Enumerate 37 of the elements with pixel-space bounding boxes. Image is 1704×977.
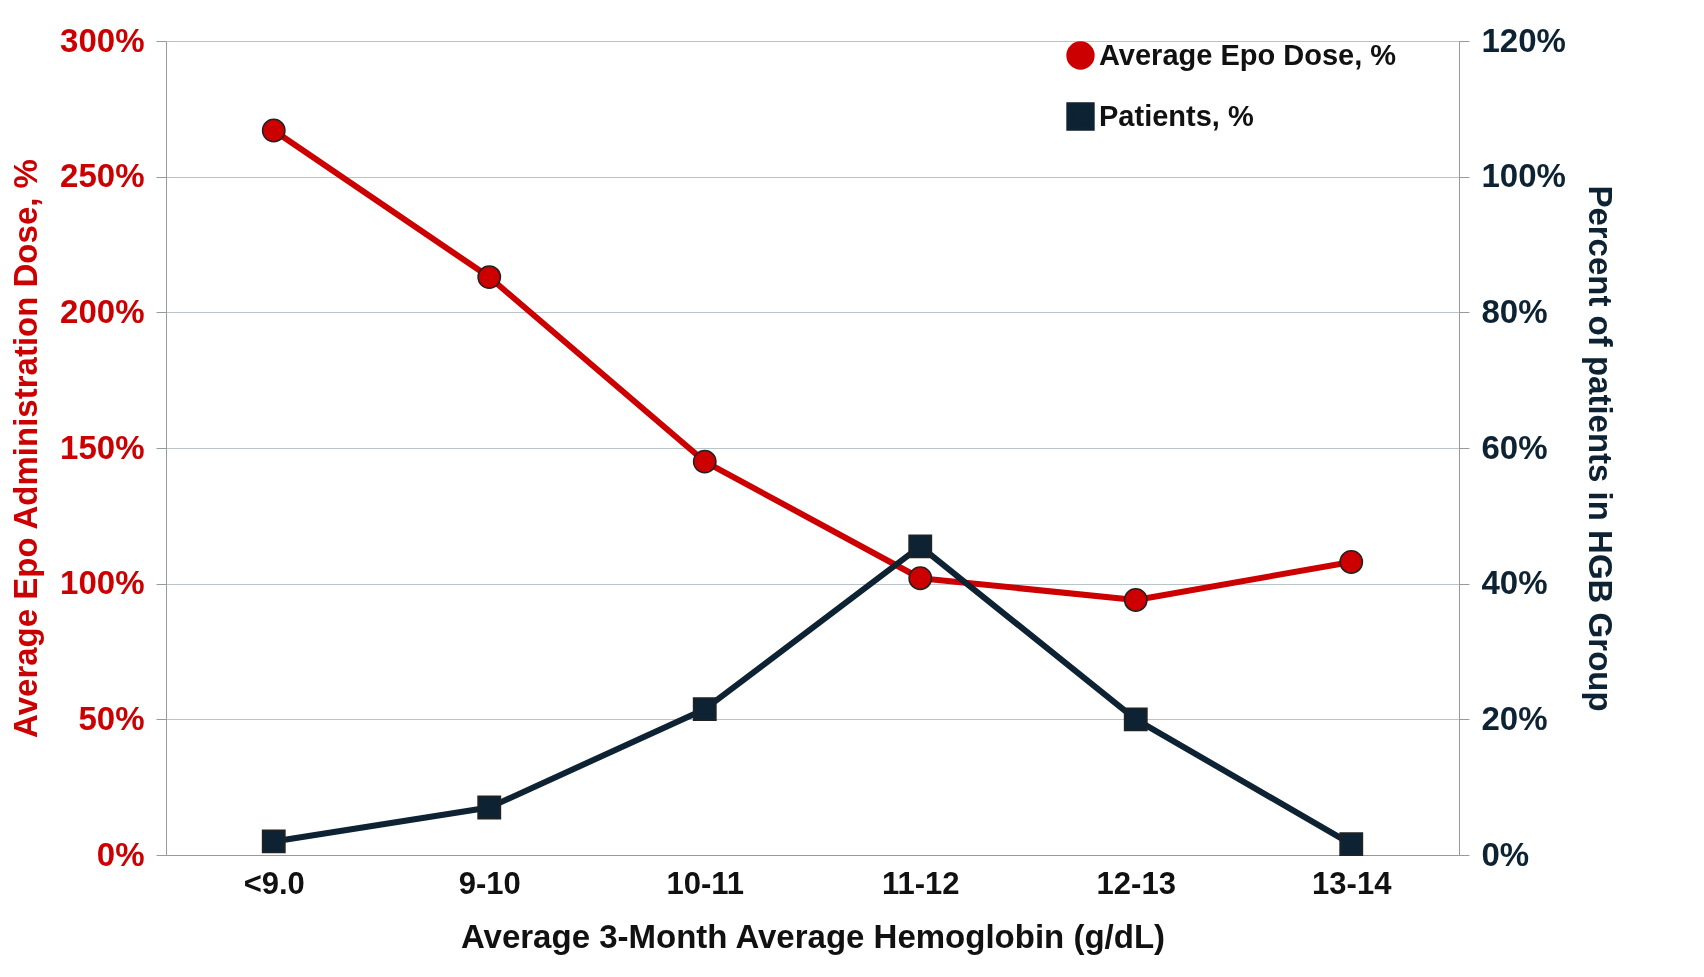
point (1123, 707, 1148, 732)
point (692, 449, 717, 474)
x-tick-label: 12-13 (1096, 865, 1176, 901)
legend-label: Average Epo Dose, % (1099, 38, 1397, 71)
point (477, 265, 502, 289)
x-tick-label: 13-14 (1312, 865, 1393, 901)
x-tick-label: 9-10 (458, 865, 521, 901)
point (1339, 550, 1364, 574)
x-tick-label: 10-11 (666, 865, 745, 901)
x-tick-label: <9.0 (243, 865, 305, 901)
point (477, 795, 502, 820)
y-tick-label: 100% (60, 564, 145, 602)
point (1123, 588, 1148, 612)
y2-tick-label: 60% (1481, 428, 1548, 466)
y2-tick-label: 40% (1481, 564, 1548, 602)
y2-axis-title: Percent of patients in HGB Group (1581, 185, 1619, 712)
point (908, 566, 933, 591)
y-tick-label: 150% (60, 428, 145, 466)
point (1339, 832, 1364, 857)
y2-tick-label: 0% (1481, 835, 1530, 873)
point (908, 534, 933, 559)
x-tick-label: 11-12 (881, 865, 960, 901)
x-axis-title: Average 3-Month Average Hemoglobin (g/dL) (460, 917, 1166, 955)
y-tick-label: 300% (60, 21, 145, 59)
y-tick-label: 50% (78, 699, 145, 737)
y2-tick-label: 100% (1481, 157, 1566, 195)
point (261, 118, 286, 143)
point (261, 829, 286, 854)
y2-tick-label: 20% (1481, 699, 1548, 737)
y-axis-title: Average Epo Administration Dose, % (7, 159, 45, 738)
y-tick-label: 250% (60, 157, 145, 195)
y2-tick-label: 80% (1481, 292, 1548, 330)
y-tick-label: 0% (96, 835, 145, 873)
point (692, 697, 717, 722)
y2-tick-label: 120% (1481, 21, 1566, 59)
y-tick-label: 200% (60, 292, 145, 330)
legend-label: Patients, % (1099, 99, 1254, 132)
